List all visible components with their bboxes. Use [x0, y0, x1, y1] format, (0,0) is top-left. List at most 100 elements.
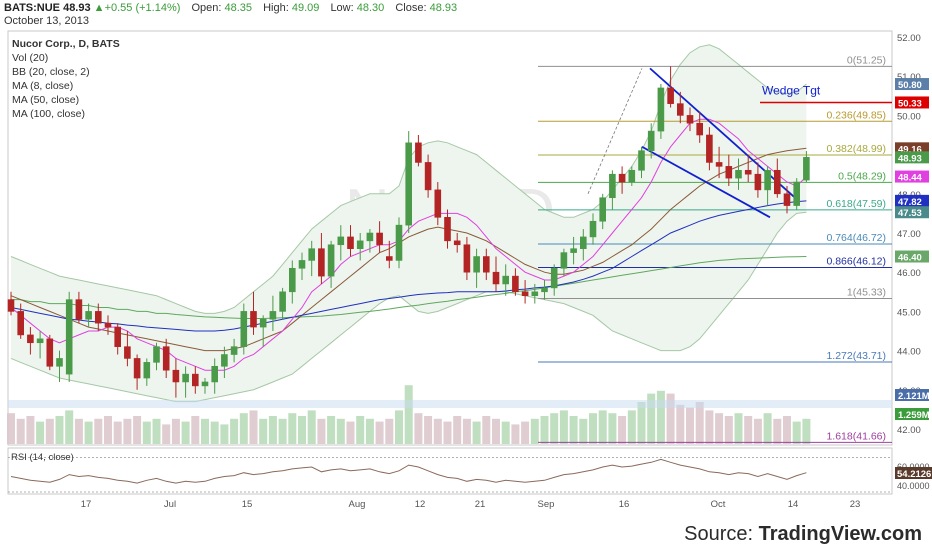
candle-body: [143, 362, 151, 379]
chart-date: October 13, 2013: [4, 15, 90, 27]
price-tag: 48.44: [898, 173, 922, 184]
legend-item-ma50[interactable]: MA (50, close): [12, 94, 80, 106]
volume-bar: [365, 418, 374, 444]
volume-bar: [618, 416, 627, 444]
volume-bar: [375, 421, 384, 444]
volume-bar: [453, 416, 462, 444]
x-axis-tick: Jul: [164, 499, 176, 510]
volume-bar: [65, 410, 74, 444]
x-axis-tick: 16: [619, 499, 630, 510]
price-tag: 47.82: [898, 197, 922, 208]
candle-body: [230, 346, 238, 355]
x-axis-tick: 15: [242, 499, 253, 510]
source-brand[interactable]: TradingView.com: [758, 523, 922, 545]
volume-bar: [239, 413, 248, 444]
volume-bar: [424, 416, 433, 444]
price-tag-bg: [895, 96, 929, 109]
candle-body: [706, 134, 713, 163]
volume-bar: [744, 416, 753, 444]
candle-body: [492, 271, 500, 285]
legend-item-ma8[interactable]: MA (8, close): [12, 80, 74, 92]
volume-bar: [492, 418, 500, 444]
y-axis-tick: 46.00: [897, 268, 921, 279]
volume-bar: [142, 421, 151, 444]
candle-body: [27, 334, 34, 344]
volume-bar: [230, 418, 239, 444]
change-value: +0.55 (+1.14%): [104, 2, 181, 14]
volume-bar: [501, 421, 510, 444]
volume-bar: [45, 418, 54, 444]
volume-bar: [608, 413, 617, 444]
y-axis-tick: 47.00: [897, 229, 921, 240]
candle-body: [744, 169, 752, 175]
volume-bar: [201, 418, 209, 444]
candle-body: [376, 232, 383, 246]
close-value: 48.93: [429, 2, 458, 14]
volume-bar: [579, 418, 588, 444]
candle-body: [667, 87, 674, 104]
candle-body: [657, 87, 665, 132]
volume-bar: [695, 402, 704, 444]
volume-bar: [210, 421, 219, 444]
rsi-legend[interactable]: RSI (14, close): [11, 452, 74, 463]
ma100-line: [10, 200, 807, 332]
volume-tag: 2.121M: [898, 391, 930, 402]
candle-body: [405, 142, 413, 226]
price-tag-bg: [895, 206, 929, 219]
legend-item-volume[interactable]: Vol (20): [12, 52, 49, 64]
header: BATS:NUE 48.93 ▲+0.55 (+1.14%) Open: 48.…: [4, 2, 457, 28]
y-axis-tick: 44.00: [897, 347, 921, 358]
fib-level-label: 1(45.33): [847, 286, 886, 298]
candle-body: [162, 346, 170, 371]
candle-body: [385, 256, 393, 261]
candle-body: [327, 244, 335, 277]
volume-bar: [414, 413, 423, 444]
volume-bar: [482, 416, 491, 444]
candle-body: [793, 181, 801, 206]
volume-bar: [792, 421, 801, 444]
volume-bar: [676, 404, 685, 444]
volume-bar: [637, 402, 646, 444]
legend-item-bollinger[interactable]: BB (20, close, 2): [12, 66, 90, 78]
fib-level-label: 0.866(46.12): [826, 255, 886, 267]
candle-body: [153, 346, 160, 363]
volume-bar: [686, 407, 694, 444]
rsi-pane: [7, 447, 893, 495]
candle-body: [318, 248, 325, 277]
candle-body: [124, 346, 131, 359]
candle-body: [308, 248, 316, 261]
candle-body: [502, 275, 510, 285]
candle-body: [512, 275, 519, 293]
candle-body: [104, 322, 112, 328]
price-tag-bg: [895, 250, 929, 263]
candle-body: [415, 142, 422, 163]
volume-bar: [404, 385, 413, 444]
candle-body: [531, 291, 539, 297]
y-axis-tick: 42.00: [897, 425, 921, 436]
volume-bar: [220, 424, 229, 444]
volume-bar: [133, 416, 142, 444]
candle-body: [221, 354, 228, 367]
volume-bar: [123, 418, 132, 444]
x-axis-tick: 12: [415, 499, 426, 510]
candle-body: [298, 260, 306, 269]
candle-body: [453, 240, 461, 246]
candle-body: [424, 162, 432, 191]
trend-dashed-line: [587, 68, 643, 194]
candle-body: [192, 373, 199, 387]
y-axis-tick: 50.00: [897, 111, 921, 122]
candle-body: [259, 318, 267, 328]
low-label: Low:: [330, 2, 354, 14]
volume-bar: [7, 413, 15, 444]
volume-bar: [589, 413, 597, 444]
y-axis-tick: 52.00: [897, 33, 921, 44]
candle-body: [521, 291, 529, 297]
fib-level-label: 0(51.25): [847, 54, 886, 66]
volume-tag-bg: [895, 408, 929, 420]
candle-body: [85, 311, 92, 320]
volume-bar: [113, 421, 122, 444]
volume-bar: [162, 424, 171, 444]
legend-item-ma100[interactable]: MA (100, close): [12, 108, 85, 120]
candle-body: [444, 217, 451, 242]
